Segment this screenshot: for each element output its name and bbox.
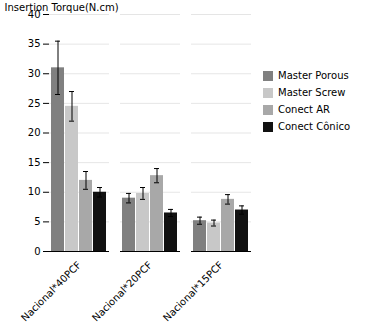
svg-text:Insertion Torque(N.cm): Insertion Torque(N.cm) bbox=[5, 2, 119, 13]
svg-text:20: 20 bbox=[28, 127, 41, 138]
svg-text:Nacional*20PCF: Nacional*20PCF bbox=[90, 259, 154, 323]
svg-text:0: 0 bbox=[34, 246, 40, 257]
html-text:Conect AR: Conect AR bbox=[278, 104, 330, 115]
html-text:Conect Cônico: Conect Cônico bbox=[278, 121, 350, 132]
svg-text:10: 10 bbox=[28, 186, 41, 197]
svg-text:40: 40 bbox=[27, 8, 41, 20]
svg-text:Nacional*40PCF: Nacional*40PCF bbox=[19, 259, 83, 323]
svg-text:Nacional*15PCF: Nacional*15PCF bbox=[161, 259, 225, 323]
svg-text:25: 25 bbox=[28, 98, 41, 109]
html-text:Master Porous: Master Porous bbox=[278, 70, 349, 81]
svg-text:35: 35 bbox=[28, 38, 41, 49]
svg-text:30: 30 bbox=[28, 68, 41, 79]
html-text:Master Screw: Master Screw bbox=[278, 87, 346, 98]
svg-text:5: 5 bbox=[34, 216, 40, 227]
svg-text:15: 15 bbox=[28, 157, 41, 168]
